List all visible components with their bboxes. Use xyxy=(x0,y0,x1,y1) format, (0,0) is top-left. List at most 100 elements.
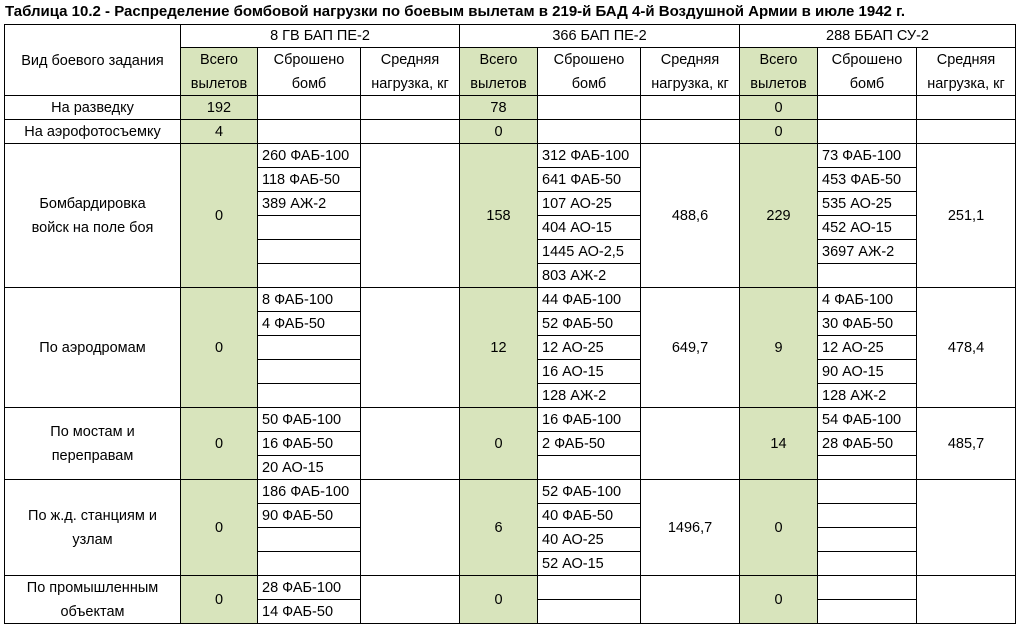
bombs-dropped-value: 28 ФАБ-100 xyxy=(262,579,342,596)
bombs-dropped-cell: 535 АО-25 xyxy=(818,192,917,216)
regiment-name: 366 БАП ПЕ-2 xyxy=(552,28,647,44)
sorties-total: 0 xyxy=(181,480,258,576)
bombs-dropped-value: 8 ФАБ-100 xyxy=(262,291,334,308)
sorties-total: 0 xyxy=(740,120,818,144)
bombs-dropped-value: 260 ФАБ-100 xyxy=(262,147,350,164)
sorties-total-value: 0 xyxy=(214,519,224,536)
sorties-total-value: 0 xyxy=(214,591,224,608)
bombs-dropped-value: 452 АО-15 xyxy=(822,219,892,236)
row-task-label: войск на поле боя xyxy=(31,219,154,236)
subheader-avg: Средняя нагрузка, кг xyxy=(917,48,1016,96)
subheader-label: Сброшено xyxy=(831,51,903,68)
bombs-dropped-value: 90 ФАБ-50 xyxy=(262,507,334,524)
sorties-total-value: 192 xyxy=(206,99,232,116)
bombs-dropped-cell xyxy=(818,120,917,144)
bombs-dropped-cell: 14 ФАБ-50 xyxy=(258,600,361,624)
bombs-dropped-cell: 90 АО-15 xyxy=(818,360,917,384)
bombs-dropped-value: 404 АО-15 xyxy=(542,219,612,236)
average-load-value: 478,4 xyxy=(947,339,985,356)
bombs-dropped-cell: 118 ФАБ-50 xyxy=(258,168,361,192)
bombs-dropped-cell xyxy=(258,120,361,144)
subheader-label: бомб xyxy=(291,75,327,92)
subheader-dropped: Сброшено бомб xyxy=(538,48,641,96)
bombs-dropped-value: 1445 АО-2,5 xyxy=(542,243,624,260)
sorties-total: 0 xyxy=(181,576,258,624)
subheader-dropped: Сброшено бомб xyxy=(818,48,917,96)
table-title: Таблица 10.2 - Распределение бомбовой на… xyxy=(5,3,905,20)
subheader-label: вылетов xyxy=(470,75,527,92)
row-task: По аэродромам xyxy=(4,288,181,408)
bombs-dropped-cell: 28 ФАБ-50 xyxy=(818,432,917,456)
sorties-total: 229 xyxy=(740,144,818,288)
bombs-dropped-cell xyxy=(258,264,361,288)
sorties-total-value: 0 xyxy=(214,207,224,224)
bombs-dropped-cell: 12 АО-25 xyxy=(818,336,917,360)
row-task-label: По ж.д. станциям и xyxy=(28,507,157,524)
bomb-load-table: Вид боевого задания 8 ГВ БАП ПЕ-2 Всего выл… xyxy=(4,24,1018,624)
sorties-total-value: 0 xyxy=(774,123,783,140)
bombs-dropped-value: 14 ФАБ-50 xyxy=(262,603,334,620)
sorties-total: 0 xyxy=(460,120,538,144)
bombs-dropped-cell xyxy=(818,576,917,600)
sorties-total-value: 0 xyxy=(774,519,783,536)
regiment-header: 288 ББАП СУ-2 xyxy=(740,24,1016,48)
bombs-dropped-cell xyxy=(818,600,917,624)
average-load xyxy=(917,480,1016,576)
bombs-dropped-cell: 16 АО-15 xyxy=(538,360,641,384)
bombs-dropped-cell xyxy=(538,576,641,600)
average-load xyxy=(361,576,460,624)
row-task: На аэрофотосъемку xyxy=(4,120,181,144)
sorties-total: 0 xyxy=(740,96,818,120)
row-task: На разведку xyxy=(4,96,181,120)
bombs-dropped-value: 12 АО-25 xyxy=(822,339,884,356)
bombs-dropped-value: 107 АО-25 xyxy=(542,195,612,212)
subheader-label: Всего xyxy=(759,51,798,68)
subheader-label: нагрузка, кг xyxy=(651,75,729,92)
bombs-dropped-cell: 128 АЖ-2 xyxy=(818,384,917,408)
bombs-dropped-cell: 73 ФАБ-100 xyxy=(818,144,917,168)
bombs-dropped-cell xyxy=(258,360,361,384)
subheader-dropped: Сброшено бомб xyxy=(258,48,361,96)
regiment-header: 366 БАП ПЕ-2 xyxy=(460,24,740,48)
average-load xyxy=(641,408,740,480)
bombs-dropped-cell xyxy=(258,384,361,408)
bombs-dropped-value: 186 ФАБ-100 xyxy=(262,483,350,500)
bombs-dropped-cell xyxy=(258,240,361,264)
sorties-total: 0 xyxy=(740,480,818,576)
bombs-dropped-value: 12 АО-25 xyxy=(542,339,604,356)
bombs-dropped-cell: 16 ФАБ-100 xyxy=(538,408,641,432)
sorties-total: 0 xyxy=(460,576,538,624)
sorties-total-value: 158 xyxy=(486,207,511,224)
bombs-dropped-cell: 3697 АЖ-2 xyxy=(818,240,917,264)
sorties-total: 0 xyxy=(181,408,258,480)
subheader-label: бомб xyxy=(571,75,607,92)
bombs-dropped-cell xyxy=(538,120,641,144)
subheader-label: бомб xyxy=(849,75,885,92)
sorties-total: 0 xyxy=(181,144,258,288)
bombs-dropped-cell: 16 ФАБ-50 xyxy=(258,432,361,456)
row-task: По мостам и переправам xyxy=(4,408,181,480)
bombs-dropped-cell: 389 АЖ-2 xyxy=(258,192,361,216)
bombs-dropped-value: 16 АО-15 xyxy=(542,363,604,380)
sorties-total-value: 12 xyxy=(490,339,507,356)
bombs-dropped-value: 50 ФАБ-100 xyxy=(262,411,342,428)
subheader-total: Всего вылетов xyxy=(740,48,818,96)
average-load-value: 1496,7 xyxy=(667,519,713,536)
bombs-dropped-value: 28 ФАБ-50 xyxy=(822,435,894,452)
bombs-dropped-value: 52 АО-15 xyxy=(542,555,604,572)
subheader-label: вылетов xyxy=(750,75,807,92)
header-task-label: Вид боевого задания xyxy=(21,53,164,69)
bombs-dropped-cell: 452 АО-15 xyxy=(818,216,917,240)
bombs-dropped-value: 73 ФАБ-100 xyxy=(822,147,902,164)
sorties-total: 158 xyxy=(460,144,538,288)
regiment-name: 288 ББАП СУ-2 xyxy=(826,28,929,44)
row-task-label: По промышленным xyxy=(26,579,159,596)
bombs-dropped-value: 312 ФАБ-100 xyxy=(542,147,630,164)
row-task-label: На разведку xyxy=(51,99,134,116)
average-load xyxy=(917,120,1016,144)
bombs-dropped-cell xyxy=(818,528,917,552)
subheader-label: Сброшено xyxy=(553,51,625,68)
sorties-total: 14 xyxy=(740,408,818,480)
bombs-dropped-value: 30 ФАБ-50 xyxy=(822,315,894,332)
row-task: По ж.д. станциям и узлам xyxy=(4,480,181,576)
